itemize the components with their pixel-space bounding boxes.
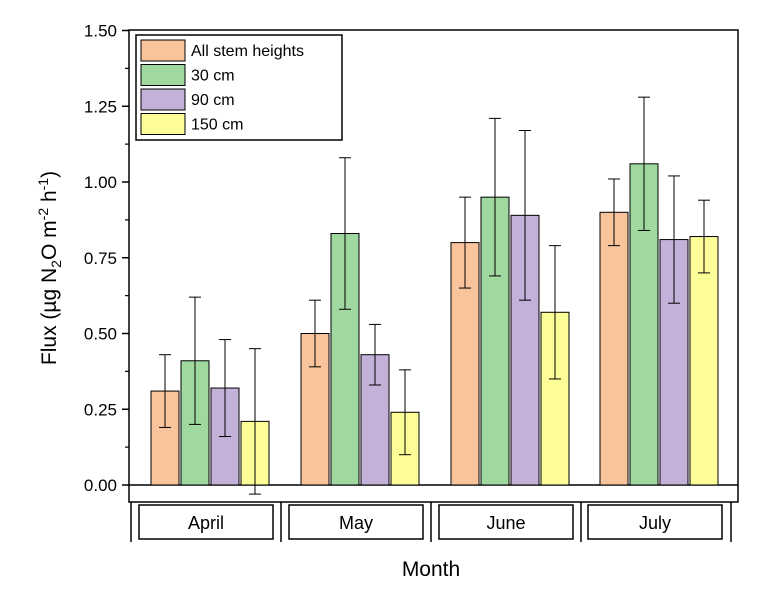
legend-swatch	[140, 113, 186, 135]
legend-swatch	[140, 39, 186, 62]
plot-frame	[128, 29, 739, 503]
y-tick-label: 1.50	[84, 22, 117, 41]
y-tick-label: 0.25	[84, 400, 117, 419]
bar-may-1	[330, 233, 360, 486]
y-axis-title: Flux (µg N2O m-2 h-1)	[35, 171, 64, 365]
bar-series-group	[150, 96, 719, 495]
legend-label: All stem heights	[191, 43, 304, 60]
y-tick-label: 1.25	[84, 97, 117, 116]
y-axis-title-mid: O m	[38, 220, 61, 260]
y-axis-title-sub1: 2	[48, 260, 64, 268]
legend: All stem heights 30 cm 90 cm 150 cm	[135, 34, 343, 141]
category-label: July	[639, 513, 671, 533]
legend-swatch	[140, 64, 186, 86]
y-axis: 0.00 0.25 0.50 0.75 1.00 1.25 1.50	[84, 22, 129, 495]
y-axis-title-suffix: )	[38, 171, 61, 178]
y-tick-label: 0.00	[84, 476, 117, 495]
y-axis-title-sup2: -1	[35, 178, 51, 191]
category-box-july	[587, 504, 723, 540]
x-axis-title: Month	[402, 558, 460, 581]
bar-july-3	[689, 236, 719, 486]
y-tick-label: 0.75	[84, 249, 117, 268]
legend-label: 90 cm	[191, 92, 235, 109]
category-box-may	[288, 504, 424, 540]
y-axis-title-mid2: h	[38, 190, 61, 208]
legend-label: 30 cm	[191, 68, 235, 85]
legend-swatch	[140, 88, 186, 111]
category-label: June	[486, 513, 525, 533]
category-label: May	[339, 513, 373, 533]
y-axis-title-sup1: -2	[35, 208, 51, 221]
month-category-boxes: April May June July	[130, 502, 732, 542]
category-box-april	[138, 504, 274, 540]
category-box-june	[438, 504, 574, 540]
y-axis-title-prefix: Flux (µg N	[38, 268, 61, 365]
legend-label: 150 cm	[191, 117, 243, 134]
category-label: April	[188, 513, 224, 533]
y-tick-label: 0.50	[84, 325, 117, 344]
bar-july-0	[599, 211, 629, 486]
y-tick-label: 1.00	[84, 173, 117, 192]
